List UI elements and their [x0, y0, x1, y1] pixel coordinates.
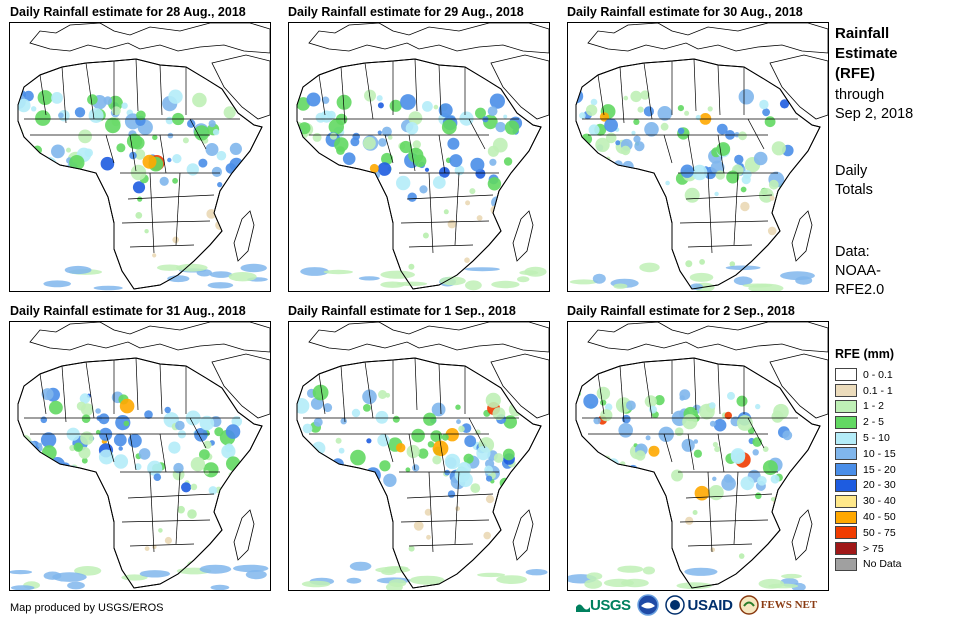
legend-label: 1 - 2: [863, 400, 885, 413]
panel-title-2: Daily Rainfall estimate for 29 Aug., 201…: [288, 5, 524, 19]
map-panel-2: [288, 22, 550, 292]
map-panel-1: [9, 22, 271, 292]
legend-swatch: [835, 557, 857, 571]
panel-title-6: Daily Rainfall estimate for 2 Sep., 2018: [567, 304, 795, 318]
usgs-logo: USGS: [576, 597, 631, 614]
legend-item: 0 - 0.1: [835, 367, 902, 383]
legend-item: 1 - 2: [835, 399, 902, 415]
noaa-logo: NOAA: [637, 594, 659, 616]
map-panel-4: [9, 321, 271, 591]
legend-label: 20 - 30: [863, 479, 896, 492]
panel-title-4: Daily Rainfall estimate for 31 Aug., 201…: [10, 304, 246, 318]
legend-item: 0.1 - 1: [835, 383, 902, 399]
legend-swatch: [835, 526, 857, 540]
legend-item: 50 - 75: [835, 525, 902, 541]
map-panel-6: [567, 321, 829, 591]
through-date: through Sep 2, 2018: [835, 87, 914, 122]
legend-swatch: [835, 463, 857, 477]
legend-item: 10 - 15: [835, 446, 902, 462]
totals-label: Daily Totals: [835, 163, 873, 198]
usaid-logo: USAID: [664, 595, 733, 615]
legend-label: 0 - 0.1: [863, 368, 893, 381]
africa-rainfall-map: [296, 322, 549, 590]
map-panel-5: [288, 321, 550, 591]
legend-item: 5 - 10: [835, 430, 902, 446]
usaid-seal-icon: [664, 595, 685, 615]
legend-swatch: [835, 415, 857, 429]
legend-label: 2 - 5: [863, 416, 885, 429]
data-source: Data: NOAA- RFE2.0: [835, 244, 885, 298]
africa-rainfall-map: [17, 23, 270, 291]
legend-item: 20 - 30: [835, 478, 902, 494]
fewsnet-logo: FEWS NET: [738, 595, 817, 615]
panel-title-3: Daily Rainfall estimate for 30 Aug., 201…: [567, 5, 803, 19]
legend-label: 10 - 15: [863, 447, 896, 460]
legend-item: No Data: [835, 557, 902, 573]
africa-rainfall-map: [296, 23, 549, 291]
legend-item: 40 - 50: [835, 509, 902, 525]
legend-label: 40 - 50: [863, 511, 896, 524]
panel-title-1: Daily Rainfall estimate for 28 Aug., 201…: [10, 5, 246, 19]
legend-swatch: [835, 510, 857, 524]
legend-swatch: [835, 384, 857, 398]
legend-label: 50 - 75: [863, 526, 896, 539]
legend-label: 5 - 10: [863, 432, 890, 445]
map-series-title: Rainfall Estimate (RFE): [835, 25, 898, 82]
legend-label: 15 - 20: [863, 463, 896, 476]
legend-label: No Data: [863, 558, 902, 571]
legend: 0 - 0.1 0.1 - 1 1 - 2 2 - 5 5 - 10 10 - 15 15 …: [835, 367, 902, 572]
legend-item: 15 - 20: [835, 462, 902, 478]
africa-rainfall-map: [569, 23, 828, 291]
noaa-emblem-icon: [636, 594, 659, 616]
legend-swatch: [835, 368, 857, 382]
map-panel-3: [567, 22, 829, 292]
legend-swatch: [835, 542, 857, 556]
fewsnet-globe-icon: [738, 595, 759, 615]
legend-title: RFE (mm): [835, 347, 895, 361]
legend-item: 30 - 40: [835, 493, 902, 509]
legend-swatch: [835, 399, 857, 413]
legend-label: 0.1 - 1: [863, 384, 893, 397]
legend-label: > 75: [863, 542, 884, 555]
legend-item: 2 - 5: [835, 414, 902, 430]
africa-rainfall-map: [10, 322, 270, 590]
panel-title-5: Daily Rainfall estimate for 1 Sep., 2018: [288, 304, 516, 318]
legend-swatch: [835, 431, 857, 445]
map-credit: Map produced by USGS/EROS: [10, 602, 164, 614]
africa-rainfall-map: [568, 322, 828, 590]
legend-swatch: [835, 478, 857, 492]
usgs-wave-icon: [576, 604, 590, 612]
logo-bar: USGS NOAA USAID FEWS NET: [576, 594, 817, 616]
legend-swatch: [835, 494, 857, 508]
legend-label: 30 - 40: [863, 495, 896, 508]
legend-swatch: [835, 447, 857, 461]
legend-item: > 75: [835, 541, 902, 557]
